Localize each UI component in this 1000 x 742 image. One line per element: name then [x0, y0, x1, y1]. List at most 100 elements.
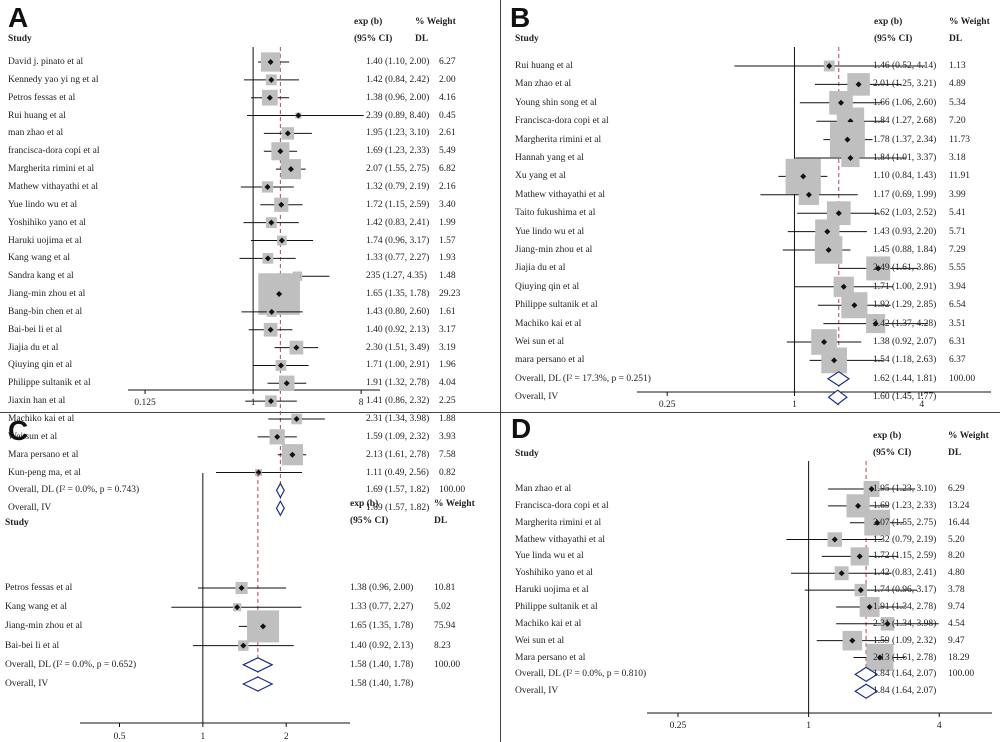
overall-diamond	[241, 657, 274, 673]
point-estimate	[295, 112, 302, 119]
header-weight: % Weight	[434, 499, 475, 509]
study-estimate: 1.32 (0.79, 2.19)	[366, 181, 430, 192]
study-weight: 3.51	[949, 318, 966, 329]
header-dl: DL	[434, 516, 448, 526]
study-estimate: 1.42 (0.83, 2.41)	[366, 217, 430, 228]
overall-label: Overall, IV	[5, 679, 49, 689]
panel-letter: A	[8, 2, 29, 33]
forest-plot-svg	[637, 47, 991, 406]
study-weight: 6.29	[948, 484, 965, 494]
study-name: Wei sun et al	[515, 635, 565, 646]
forest-plot-svg	[80, 473, 350, 727]
point-estimate	[872, 320, 879, 327]
study-name: Yue lindo wu et al	[8, 199, 78, 210]
study-name: Francisca-dora copi et al	[515, 116, 609, 127]
overall-estimate: 1.84 (1.64, 2.07)	[873, 686, 937, 697]
study-weight: 29.23	[439, 289, 461, 300]
point-estimate	[234, 604, 241, 611]
study-estimate: 1.91 (1.34, 2.78)	[873, 601, 937, 612]
study-weight: 4.54	[948, 618, 965, 629]
x-tick-label: 1	[200, 732, 206, 742]
x-tick-label: 4	[919, 400, 925, 410]
study-estimate: 1.42 (0.84, 2.42)	[366, 74, 430, 85]
study-estimate: 1.78 (1.37, 2.34)	[873, 134, 937, 145]
study-name: Haruki uojima et al	[515, 585, 589, 596]
header-weight: % Weight	[415, 17, 456, 27]
header-dl: DL	[415, 34, 429, 44]
overall-estimate: 1.60 (1.45, 1.77)	[873, 392, 937, 403]
study-estimate: 235 (1.27, 4.35)	[366, 271, 427, 282]
study-estimate: 1.72 (1.15, 2.59)	[366, 199, 430, 210]
overall-diamond	[854, 683, 879, 699]
study-name: Margherita rimini et al	[515, 134, 602, 145]
point-estimate	[284, 130, 291, 137]
point-estimate	[267, 398, 274, 405]
study-weight: 2.00	[439, 74, 456, 85]
study-weight: 13.24	[948, 500, 970, 511]
study-estimate: 1.74 (0.96, 3.17)	[366, 235, 430, 246]
study-estimate: 1.38 (0.96, 2.00)	[350, 583, 414, 593]
header-effect: exp (b)	[873, 431, 902, 441]
study-estimate: 2.42 (1.37, 4.28)	[873, 318, 937, 329]
x-tick-label: 1	[792, 400, 797, 410]
study-weight: 7.20	[949, 116, 966, 127]
header-dl: DL	[949, 34, 963, 44]
study-estimate: 1.84 (1.27, 2.68)	[873, 116, 937, 127]
point-estimate	[844, 136, 851, 143]
study-name: Bang-bin chen et al	[8, 306, 83, 317]
header-ci: (95% CI)	[873, 448, 912, 458]
study-name: Mara persano et al	[515, 652, 586, 663]
study-name: Jiang-min zhou et al	[8, 289, 86, 300]
study-estimate: 1.59 (1.09, 2.32)	[366, 431, 430, 442]
overall-label: Overall, IV	[515, 686, 559, 697]
study-weight: 5.71	[949, 226, 966, 237]
header-study: Study	[8, 34, 32, 44]
study-name: Mara persano et al	[8, 449, 79, 460]
study-weight: 5.49	[439, 146, 456, 157]
study-weight: 3.94	[949, 281, 966, 292]
point-estimate	[800, 173, 807, 180]
study-weight: 6.54	[949, 300, 966, 311]
overall-weight: 100.00	[434, 659, 461, 670]
study-weight: 6.37	[949, 355, 966, 366]
point-estimate	[835, 210, 842, 217]
study-estimate: 2.01 (1.25, 3.21)	[873, 79, 937, 90]
point-estimate	[831, 357, 838, 364]
study-weight: 4.89	[949, 79, 966, 90]
study-weight: 3.17	[439, 324, 456, 335]
overall-diamond	[275, 500, 285, 517]
study-weight: 16.44	[948, 517, 970, 528]
study-weight: 5.20	[948, 534, 965, 545]
header-effect: exp (b)	[354, 17, 383, 27]
study-name: man zhao et al	[8, 128, 64, 139]
header-ci: (95% CI)	[874, 34, 913, 44]
study-name: Jiajia du et al	[8, 342, 59, 353]
study-estimate: 2.13 (1.61, 2.78)	[366, 449, 430, 460]
point-estimate	[278, 237, 285, 244]
overall-diamond	[827, 389, 848, 405]
study-estimate: 1.72 (1.15, 2.59)	[873, 551, 937, 562]
study-name: Petros fessas et al	[8, 92, 76, 103]
study-estimate: 1.69 (1.23, 2.33)	[366, 146, 430, 157]
point-estimate	[276, 291, 283, 298]
study-estimate: 1.71 (1.00, 2.91)	[873, 281, 937, 292]
point-estimate	[825, 247, 832, 253]
study-weight: 5.34	[949, 97, 966, 108]
study-estimate: 1.66 (1.06, 2.60)	[873, 97, 937, 108]
study-weight: 5.41	[949, 208, 966, 219]
point-estimate	[855, 502, 862, 509]
study-weight: 6.27	[439, 57, 456, 67]
study-weight: 11.91	[949, 171, 971, 182]
study-weight: 1.88	[439, 414, 456, 424]
overall-estimate: 1.69 (1.57, 1.82)	[366, 485, 430, 496]
overall-weight: 100.00	[949, 373, 976, 384]
overall-diamond	[275, 482, 285, 499]
point-estimate	[849, 637, 856, 644]
study-estimate: 1.91 (1.32, 2.78)	[366, 378, 430, 389]
point-estimate	[293, 416, 300, 422]
study-weight: 3.18	[949, 153, 966, 163]
point-estimate	[293, 344, 300, 351]
study-estimate: 1.43 (0.93, 2.20)	[873, 226, 937, 237]
header-weight: % Weight	[949, 17, 990, 27]
point-estimate	[289, 451, 296, 458]
